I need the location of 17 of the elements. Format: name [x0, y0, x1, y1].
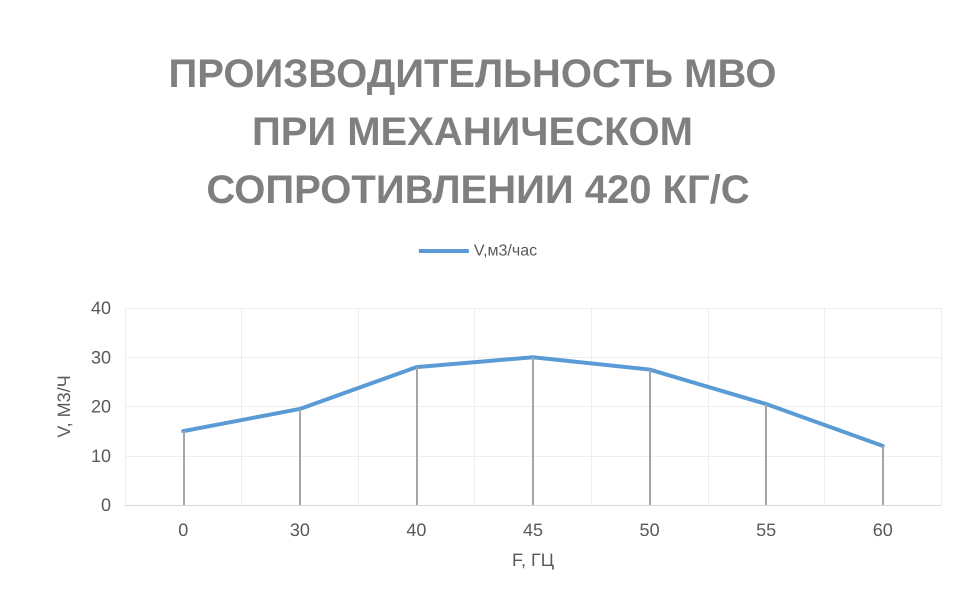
y-tick-label: 20 [90, 396, 111, 416]
chart-title: ПРОИЗВОДИТЕЛЬНОСТЬ МВО ПРИ МЕХАНИЧЕСКОМ СОПРОТИВЛЕНИИ 420 КГ/С [168, 52, 788, 212]
x-tick-label: 30 [290, 520, 310, 540]
x-tick-label: 40 [406, 520, 426, 540]
x-tick-label: 50 [640, 520, 660, 540]
y-tick-label: 10 [90, 446, 111, 466]
x-tick-label: 45 [522, 520, 544, 540]
x-tick-label: 60 [872, 520, 893, 540]
y-tick-label: 30 [90, 347, 111, 368]
line-series [181, 355, 885, 448]
y-tick-label: 40 [90, 298, 111, 318]
x-tick-label: 55 [756, 520, 776, 540]
y-tick-label: 0 [100, 495, 111, 515]
legend-label: V,м3/час [474, 242, 538, 260]
x-tick-label: 0 [178, 520, 188, 540]
y-axis-title: V, М3/Ч [54, 375, 74, 438]
x-axis-title: F, ГЦ [512, 550, 554, 570]
